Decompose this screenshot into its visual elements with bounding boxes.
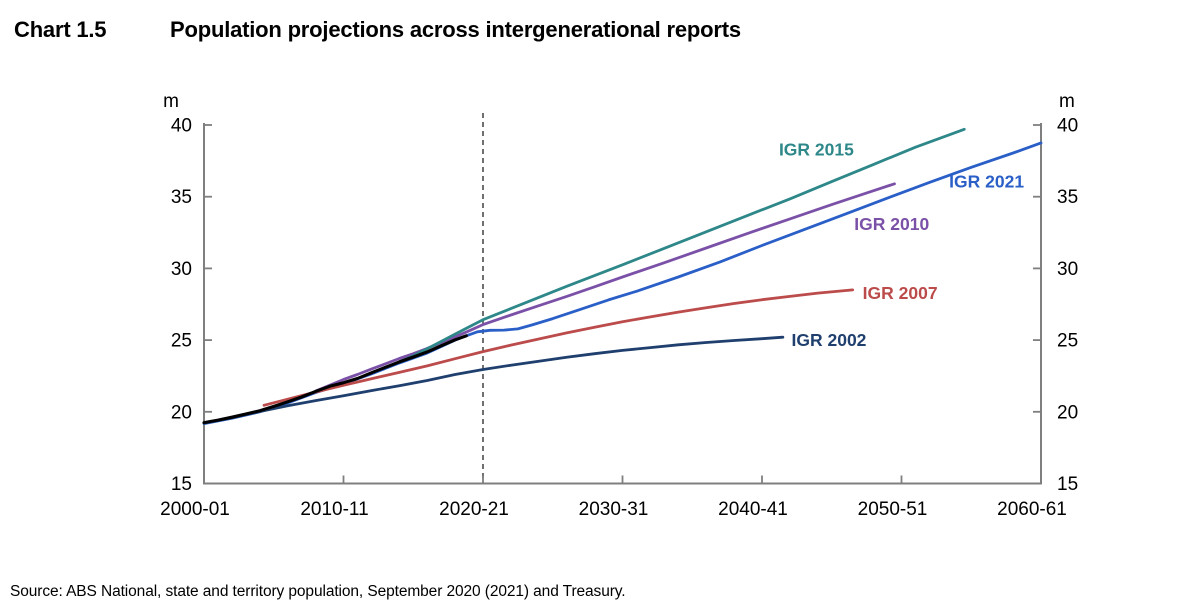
y-tick-label-right-40: 40 <box>1057 116 1078 137</box>
series-line-igr-2002 <box>202 335 785 425</box>
y-tick-label-left-30: 30 <box>171 259 192 280</box>
y-tick-label-right-15: 15 <box>1057 474 1078 495</box>
x-tick-label-2000-01: 2000-01 <box>160 499 230 520</box>
series-line-actual <box>202 334 468 425</box>
x-tick-label-2020-21: 2020-21 <box>439 499 509 520</box>
series-label-igr-2010: IGR 2010 <box>854 214 929 234</box>
y-tick-label-left-35: 35 <box>171 187 192 208</box>
x-tick-label-2040-41: 2040-41 <box>718 499 788 520</box>
series-line-igr-2010 <box>314 182 896 393</box>
x-tick-label-2010-11: 2010-11 <box>300 499 368 520</box>
y-axis-unit-left: m <box>163 91 179 112</box>
y-tick-label-right-30: 30 <box>1057 259 1078 280</box>
source-text: Source: ABS National, state and territor… <box>10 583 626 600</box>
y-tick-label-right-20: 20 <box>1057 402 1078 423</box>
y-tick-label-left-20: 20 <box>171 402 192 423</box>
series-label-igr-2002: IGR 2002 <box>792 330 867 350</box>
chart-number: Chart 1.5 <box>14 17 107 42</box>
chart-header: Chart 1.5 Population projections across … <box>0 17 1200 45</box>
y-tick-label-left-40: 40 <box>171 116 192 137</box>
x-tick-label-2060-61: 2060-61 <box>997 499 1067 520</box>
series-line-igr-2007 <box>262 288 855 407</box>
series-label-igr-2007: IGR 2007 <box>863 283 938 303</box>
y-tick-label-left-15: 15 <box>171 474 192 495</box>
chart-title: Population projections across intergener… <box>170 17 741 42</box>
x-tick-label-2030-31: 2030-31 <box>579 499 649 520</box>
y-tick-label-left-25: 25 <box>171 331 192 352</box>
x-tick-label-2050-51: 2050-51 <box>858 499 928 520</box>
y-axis-unit-right: m <box>1059 91 1075 112</box>
y-tick-label-right-25: 25 <box>1057 331 1078 352</box>
series-label-igr-2015: IGR 2015 <box>779 139 854 159</box>
series-label-igr-2021: IGR 2021 <box>949 172 1024 192</box>
series-line-igr-2015 <box>395 127 966 365</box>
y-tick-label-right-35: 35 <box>1057 187 1078 208</box>
